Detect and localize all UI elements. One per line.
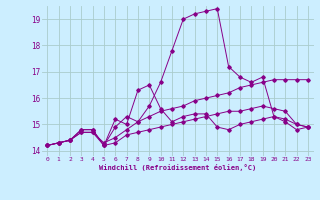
X-axis label: Windchill (Refroidissement éolien,°C): Windchill (Refroidissement éolien,°C)	[99, 164, 256, 171]
